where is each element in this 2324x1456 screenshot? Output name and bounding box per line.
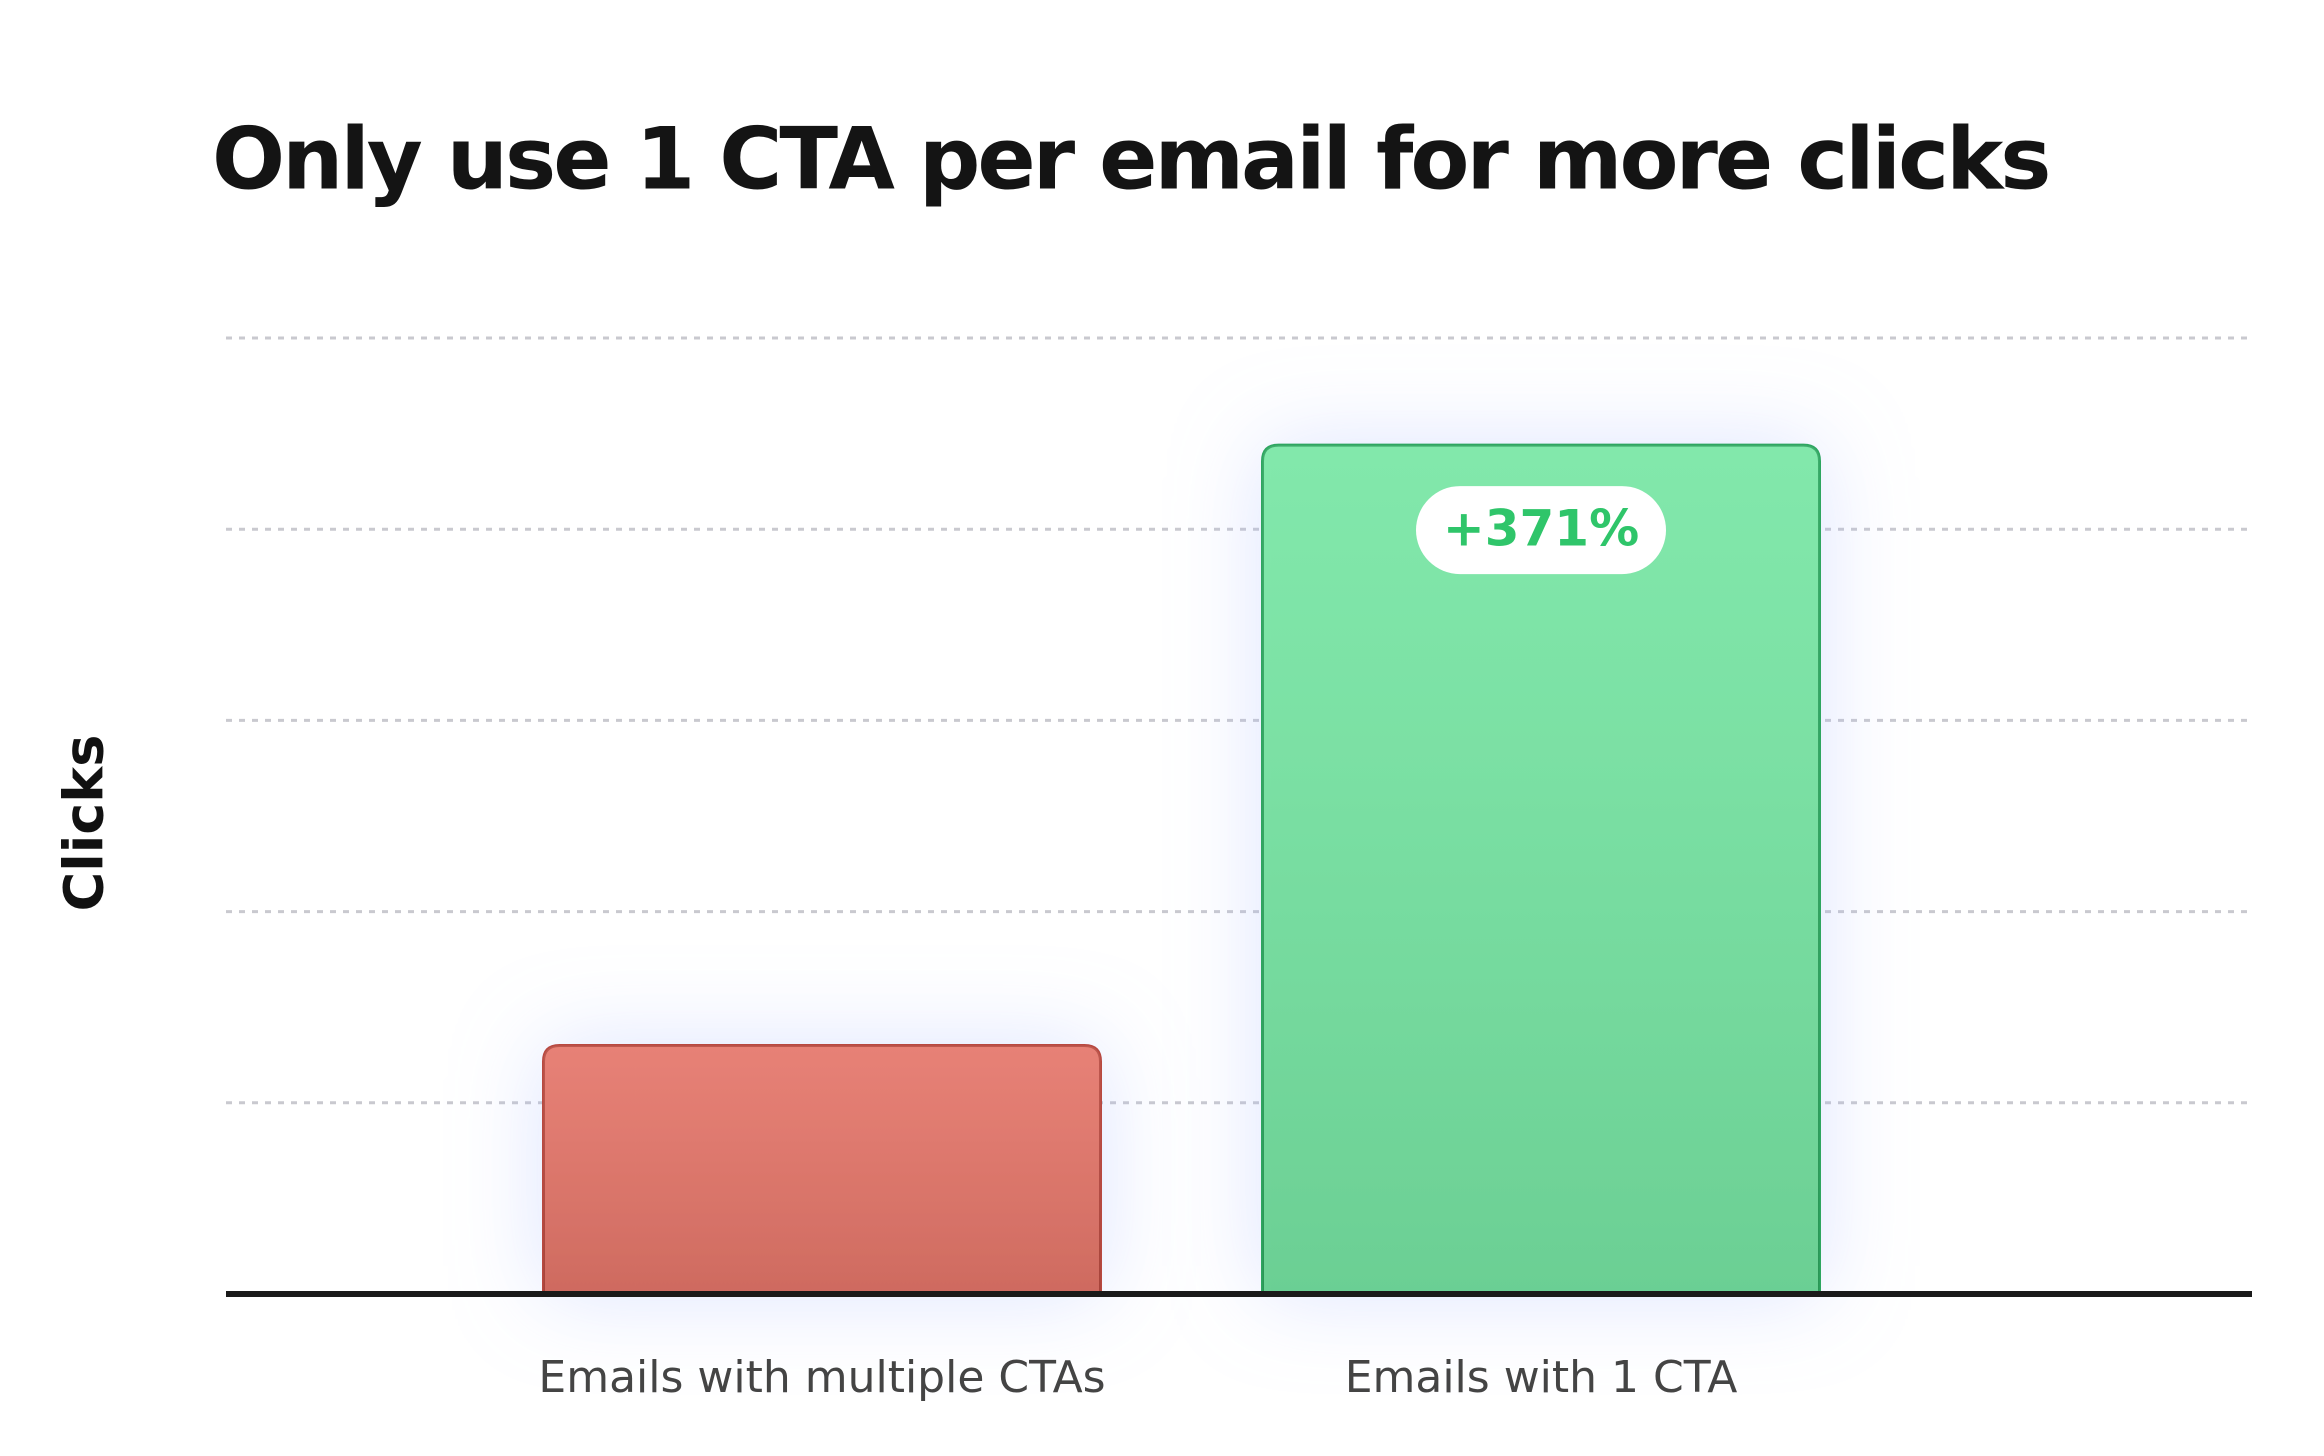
plot-area: Emails with multiple CTAs Emails with 1 C… [226,336,2252,1403]
bar-shade [1262,445,1820,1294]
bar-shade [543,1045,1101,1294]
x-tick-label: Emails with multiple CTAs [538,1352,1105,1403]
y-axis-label: Clicks [53,735,116,912]
bar-group [1261,443,1821,1296]
bar-group [542,1043,1102,1296]
chart-title: Only use 1 CTA per email for more clicks [212,109,2049,209]
annotation-pill [1416,486,1666,575]
x-tick-label: Emails with 1 CTA [1345,1352,1738,1403]
annotation: +371% [1443,500,1639,558]
